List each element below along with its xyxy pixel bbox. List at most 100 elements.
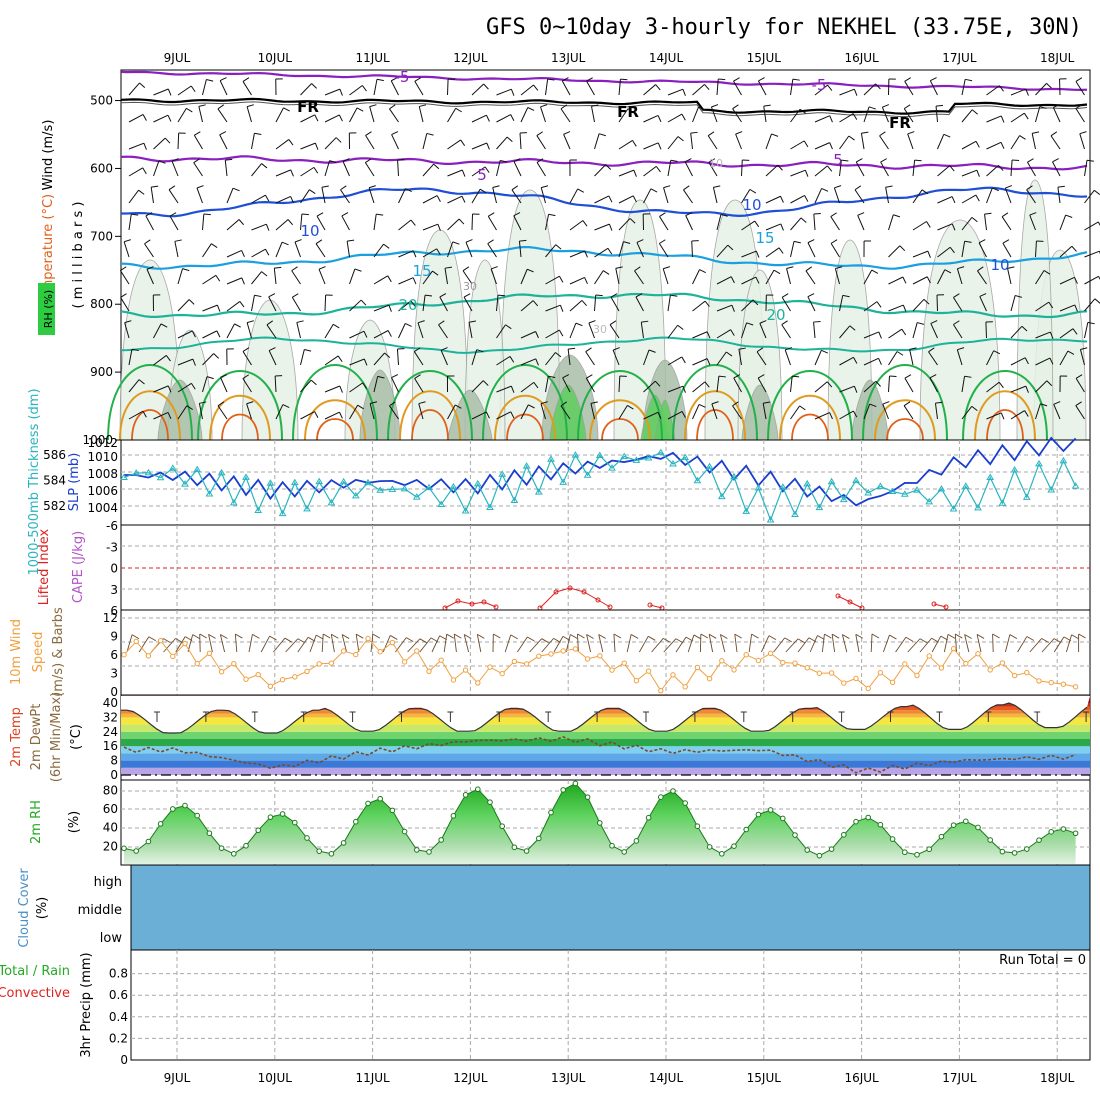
wind10-speed-marker <box>792 660 798 666</box>
barb-flag <box>949 165 955 172</box>
barb-flag <box>414 374 421 379</box>
wind-barb <box>839 385 858 393</box>
wind-barb <box>594 223 613 231</box>
barb-flag <box>186 405 193 410</box>
wind10-barb <box>613 634 616 653</box>
wind-barb <box>217 401 228 420</box>
barb-shaft <box>422 248 437 258</box>
rh-marker <box>828 846 835 852</box>
barb-flag <box>234 323 241 328</box>
barb-flag <box>951 223 956 231</box>
thickness-marker <box>303 504 311 512</box>
barb-flag <box>547 78 555 81</box>
wind10-barb <box>1065 634 1073 653</box>
rh-legend-swatch <box>38 283 55 335</box>
wind10-barb-flag <box>1078 633 1086 639</box>
wind-barb <box>961 78 973 96</box>
barb-shaft <box>202 304 218 312</box>
rh-marker <box>792 832 798 838</box>
wind10-barb <box>341 634 348 653</box>
wind-barb <box>569 250 588 258</box>
wind10-barb-flag <box>372 633 381 639</box>
barb-flag <box>718 375 726 378</box>
wind10-barb <box>419 637 432 653</box>
rh-marker <box>658 794 664 800</box>
wind10-speed-marker <box>1060 681 1067 687</box>
rh-marker <box>377 795 384 802</box>
rh-marker <box>292 819 298 826</box>
thickness-marker <box>1022 493 1031 500</box>
barb-flag <box>882 104 890 108</box>
thickness-marker <box>437 500 446 507</box>
barb-shaft <box>422 270 433 285</box>
thickness-marker <box>864 488 873 496</box>
wind-barb <box>741 250 760 258</box>
wind10-barb <box>234 634 238 653</box>
wind10-barb <box>919 637 932 653</box>
thickness-marker <box>132 469 141 476</box>
wind-barb <box>903 401 914 420</box>
wind-barb <box>540 401 548 420</box>
rh-marker <box>279 811 286 817</box>
wind10-speed-marker <box>401 659 408 665</box>
barb-flag <box>654 380 661 387</box>
wind10-barb-flag <box>630 634 639 639</box>
wind10-speed-marker <box>194 660 200 667</box>
barb-flag <box>755 250 760 258</box>
wind10-barb <box>598 634 604 653</box>
barb-shaft <box>440 350 448 366</box>
barb-shaft <box>937 165 951 177</box>
barb-shaft <box>1010 88 1027 96</box>
rh-marker <box>231 851 237 857</box>
temperature-line <box>121 702 1088 734</box>
rh-marker <box>706 844 713 850</box>
barb-flag <box>853 88 858 96</box>
barb-flag <box>193 158 200 164</box>
wind-barb <box>667 385 686 393</box>
wind-barb <box>937 269 952 285</box>
thickness-marker <box>583 471 592 478</box>
wind-barb <box>153 355 171 366</box>
barb-shaft <box>324 88 341 96</box>
barb-flag <box>120 266 127 271</box>
barb-flag <box>1043 270 1051 275</box>
thickness-lines <box>120 436 1080 523</box>
wind-barb <box>145 212 154 231</box>
barb-shaft <box>462 270 473 285</box>
barb-flag <box>314 411 319 419</box>
wind-barb <box>888 214 901 231</box>
barb-shaft <box>219 80 228 96</box>
barb-shaft <box>242 378 252 393</box>
wind10-barb-flag <box>675 638 684 644</box>
barb-shaft <box>643 188 652 204</box>
thickness-marker <box>1059 456 1068 464</box>
barb-shaft <box>888 376 891 393</box>
rh-marker <box>365 800 371 807</box>
wind-barb <box>692 269 707 285</box>
barb-shaft <box>300 142 316 150</box>
wind-barb <box>863 403 877 420</box>
wind-barb <box>594 294 603 312</box>
barb-flag <box>363 330 368 338</box>
barb-shaft <box>520 358 536 366</box>
barb-flag <box>598 133 606 137</box>
wind10-barb <box>208 634 213 653</box>
wind-barb <box>146 266 154 285</box>
barb-flag <box>681 411 686 418</box>
barb-shaft <box>690 133 693 150</box>
wind10-barb-flag <box>577 633 585 639</box>
barb-shaft <box>398 300 412 312</box>
barb-shaft <box>1035 331 1051 339</box>
wind10-speed-marker <box>548 651 554 657</box>
lifted-index-marker <box>835 593 841 599</box>
barb-flag <box>584 277 588 284</box>
wind-barb <box>119 266 130 285</box>
barb-flag <box>978 239 986 244</box>
barb-flag <box>813 213 821 215</box>
barb-shaft <box>594 247 609 258</box>
barb-shaft <box>119 270 130 285</box>
wind-barb <box>398 300 416 312</box>
barb-shaft <box>569 322 577 339</box>
wind-barb <box>904 77 914 96</box>
lifted-index-marker <box>943 604 949 610</box>
